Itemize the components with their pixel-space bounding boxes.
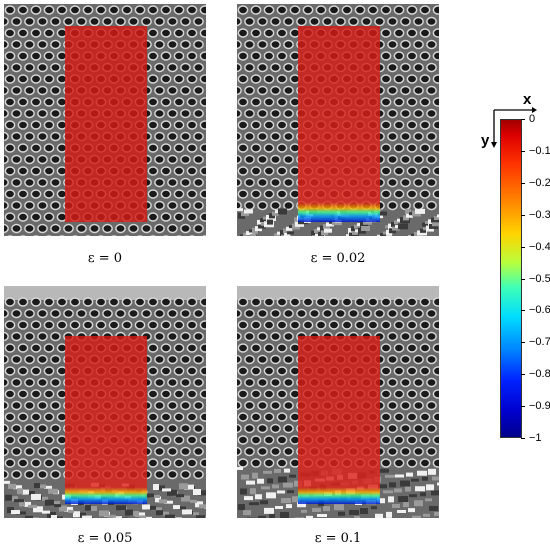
top-plate [237, 286, 439, 300]
colorbar-tick-mark [521, 406, 525, 408]
caption-strain-0.02: ε = 0.02 [310, 251, 366, 266]
axis-indicator [491, 107, 537, 148]
displacement-overlay [298, 336, 380, 504]
colorbar-tick-mark [521, 438, 525, 439]
crushed-zone [237, 208, 439, 236]
colorbar-tick-label: −0.9 [529, 400, 550, 413]
colorbar-tick-mark [521, 278, 525, 280]
colorbar-tick-mark [521, 150, 525, 152]
colorbar-tick-label: −0.1 [529, 144, 550, 157]
caption-strain-0.1: ε = 0.1 [314, 531, 362, 546]
colorbar-tick-mark [521, 246, 525, 248]
panel-strain-0 [4, 4, 206, 236]
panel-strain-0.02 [237, 4, 439, 236]
panel-strain-0.05 [4, 286, 206, 518]
panel-strain-0.1 [237, 286, 439, 518]
colorbar-tick-label: −0.5 [529, 272, 550, 285]
displacement-overlay [65, 336, 147, 504]
colorbar-tick-mark [521, 310, 525, 312]
colorbar-tick-mark [521, 342, 525, 344]
x-axis-label: x [523, 91, 532, 108]
colorbar-tick-mark [521, 374, 525, 376]
colorbar-tick-mark [521, 119, 525, 120]
caption-strain-0.05: ε = 0.05 [77, 531, 133, 546]
colorbar-tick-label: −0.7 [529, 336, 550, 349]
colorbar-tick-label: −0.4 [529, 240, 550, 253]
colorbar-tick-label: −0.2 [529, 176, 550, 189]
displacement-overlay [65, 26, 147, 222]
y-axis-label: y [481, 132, 490, 149]
top-plate [4, 286, 206, 300]
colorbar-tick-label: −0.6 [529, 304, 550, 317]
caption-strain-0: ε = 0 [87, 251, 123, 266]
colorbar [500, 119, 522, 438]
colorbar-tick-mark [521, 182, 525, 184]
colorbar-tick-label: −0.3 [529, 208, 550, 221]
colorbar-tick-mark [521, 214, 525, 216]
colorbar-tick-label: 0 [529, 113, 536, 125]
displacement-overlay [298, 26, 380, 222]
colorbar-tick-label: −0.8 [529, 368, 550, 381]
colorbar-tick-label: −1 [529, 432, 542, 444]
